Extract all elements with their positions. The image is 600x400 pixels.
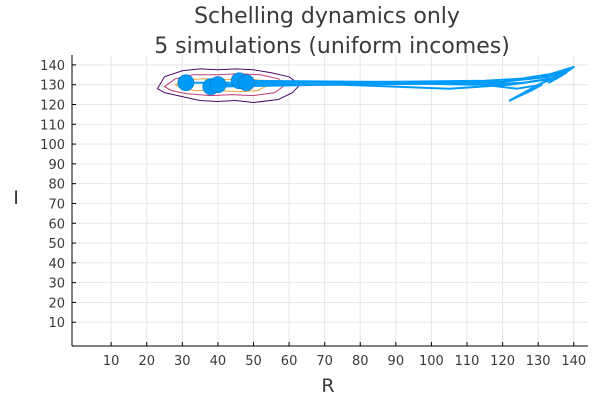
x-tick-label-10: 110: [455, 354, 480, 369]
x-tick-label-1: 20: [138, 354, 155, 369]
y-tick-label-11: 120: [40, 98, 65, 113]
y-axis-label: I: [13, 187, 19, 209]
x-axis-label: R: [321, 375, 334, 397]
y-tick-label-1: 20: [48, 296, 65, 311]
x-tick-label-7: 80: [352, 354, 369, 369]
y-tick-label-13: 140: [40, 59, 65, 74]
y-tick-label-5: 60: [48, 217, 65, 232]
grid-lines: [72, 55, 588, 346]
trajectory-start-marker-3: [209, 76, 227, 94]
y-tick-label-4: 50: [48, 237, 65, 252]
y-tick-label-2: 30: [48, 277, 65, 292]
chart-title-line-2: 5 simulations (uniform incomes): [154, 34, 510, 59]
x-tick-labels: 10 20 30 40 50 60 70 80 90 100 110 120 130 140: [103, 342, 586, 369]
trajectories: [177, 65, 575, 102]
trajectory-line-5: [246, 65, 575, 86]
x-tick-label-12: 130: [526, 354, 551, 369]
y-tick-label-12: 130: [40, 79, 65, 94]
trajectory-start-marker-1: [177, 74, 195, 92]
trajectory-line-4: [239, 71, 567, 102]
x-tick-label-5: 60: [281, 354, 298, 369]
x-tick-label-11: 120: [490, 354, 515, 369]
x-tick-label-6: 70: [316, 354, 333, 369]
y-tick-label-6: 70: [48, 197, 65, 212]
x-tick-label-2: 30: [174, 354, 191, 369]
y-tick-labels: 10 20 30 40 50 60 70 80 90 100 110 120 130 140: [40, 59, 76, 331]
y-tick-label-8: 90: [48, 158, 65, 173]
x-tick-label-8: 90: [388, 354, 405, 369]
y-tick-label-0: 10: [48, 316, 65, 331]
chart-title-line-1: Schelling dynamics only: [194, 4, 460, 29]
x-tick-label-9: 100: [419, 354, 444, 369]
y-tick-label-7: 80: [48, 178, 65, 193]
x-tick-label-0: 10: [103, 354, 120, 369]
y-tick-label-10: 110: [40, 118, 65, 133]
x-tick-label-13: 140: [561, 354, 586, 369]
y-tick-label-3: 40: [48, 257, 65, 272]
trajectory-start-marker-5: [237, 74, 255, 92]
x-tick-label-3: 40: [210, 354, 227, 369]
y-tick-label-9: 100: [40, 138, 65, 153]
x-tick-label-4: 50: [245, 354, 262, 369]
axes: [71, 55, 588, 347]
